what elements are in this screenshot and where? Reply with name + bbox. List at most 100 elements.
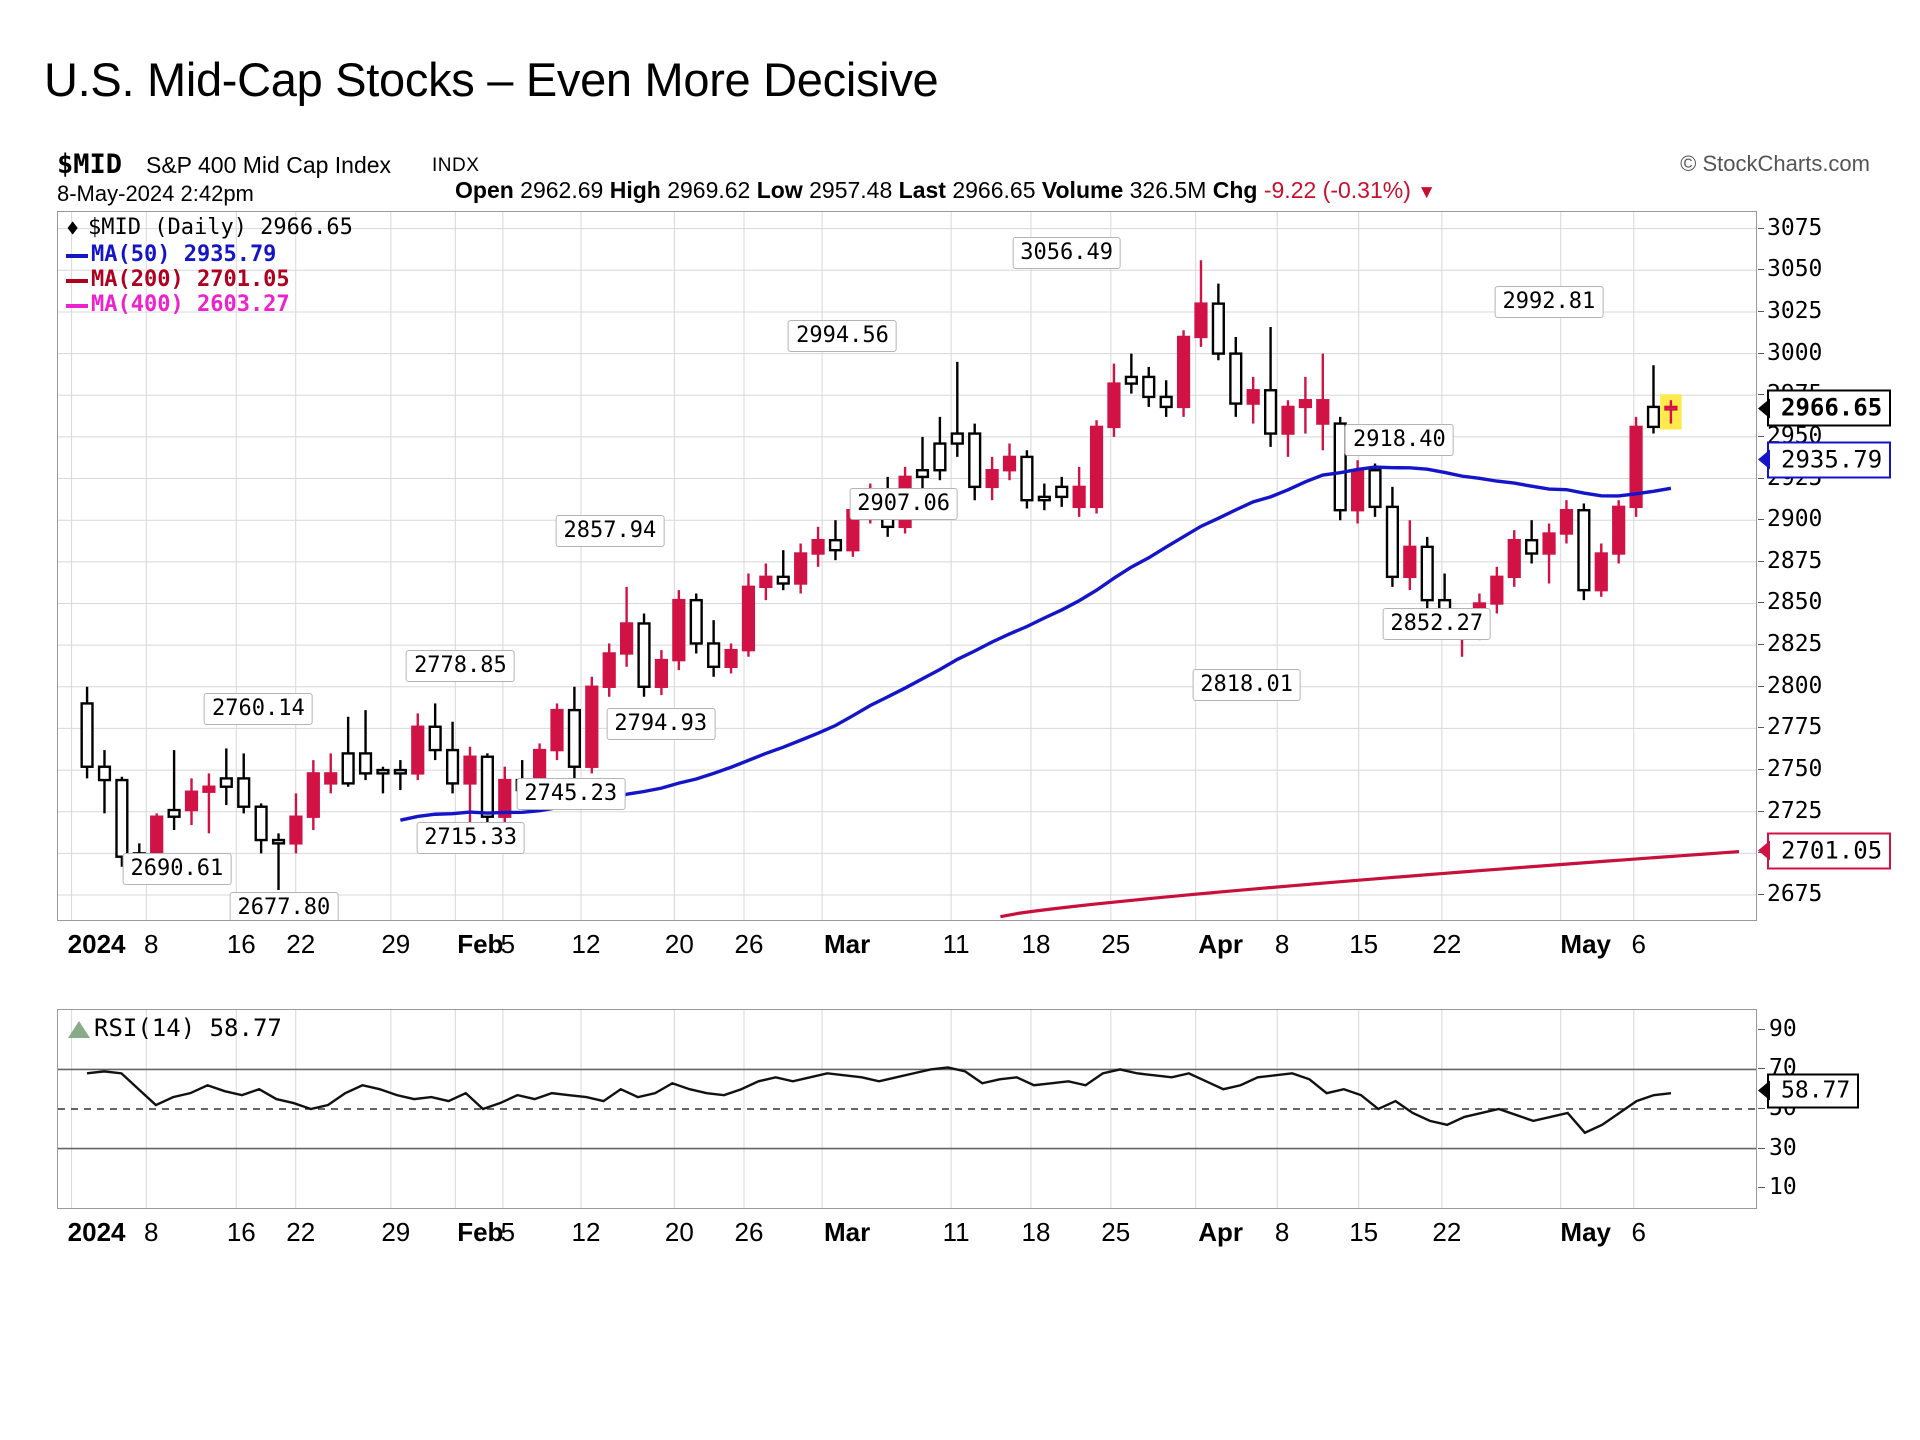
price-callout: 2778.85 xyxy=(406,649,515,682)
page-title: U.S. Mid-Cap Stocks – Even More Decisive xyxy=(44,53,939,106)
date-tick-price-22: 22 xyxy=(1432,929,1462,959)
date-tick-price-6: 6 xyxy=(1631,929,1646,959)
high-value: 2969.62 xyxy=(667,177,751,203)
price-callout: 2818.01 xyxy=(1192,668,1301,701)
date-axis-rsi: 2024 8 16 22 29 Feb 5 12 20 26 Mar 11 18 25 Apr 8 15 22 Ma… xyxy=(57,1217,1757,1261)
legend-ma50: MA(50) 2935.79 xyxy=(66,242,353,267)
badge-pointer-icon xyxy=(1758,1080,1770,1101)
price-callout: 2760.14 xyxy=(204,693,313,726)
rsi-tick-30: 30 xyxy=(1758,1134,1797,1161)
date-tick-price-Apr: Apr xyxy=(1198,929,1244,959)
date-tick-rsi-11: 11 xyxy=(942,1217,970,1247)
date-tick-price-12: 12 xyxy=(571,929,601,959)
price-tick-2875: 2875 xyxy=(1757,547,1823,574)
price-tick-2775: 2775 xyxy=(1757,714,1823,741)
price-axis: 3075305030253000297529502925290028752850… xyxy=(1757,211,1879,921)
price-tick-3050: 3050 xyxy=(1757,256,1823,283)
low-value: 2957.48 xyxy=(809,177,893,203)
price-tick-2825: 2825 xyxy=(1757,631,1823,658)
date-tick-price-18: 18 xyxy=(1021,929,1051,959)
date-tick-rsi-Apr: Apr xyxy=(1198,1217,1244,1247)
rsi-tick-90: 90 xyxy=(1758,1015,1797,1042)
ticker-name: S&P 400 Mid Cap Index xyxy=(146,152,392,178)
date-tick-rsi-18: 18 xyxy=(1021,1217,1051,1247)
last-value: 2966.65 xyxy=(952,177,1036,203)
date-tick-price-Mar: Mar xyxy=(823,929,871,959)
price-callout: 2994.56 xyxy=(788,319,897,352)
price-callout: 2690.61 xyxy=(122,852,232,885)
date-tick-price-25: 25 xyxy=(1101,929,1131,959)
date-tick-price-29: 29 xyxy=(381,929,411,959)
ma200-price-badge: 2701.05 xyxy=(1758,832,1892,870)
legend-ma400: MA(400) 2603.27 xyxy=(66,292,353,317)
date-tick-rsi-2024: 2024 xyxy=(67,1217,126,1247)
price-callout: 2992.81 xyxy=(1494,286,1604,319)
price-tick-3075: 3075 xyxy=(1757,214,1823,241)
price-tick-2800: 2800 xyxy=(1757,672,1823,699)
ma50-swatch-icon xyxy=(66,254,88,258)
rsi-axis: 9070503010 xyxy=(1758,1009,1879,1209)
stockcharts-brand: © StockCharts.com xyxy=(1680,151,1870,176)
price-tick-2850: 2850 xyxy=(1757,589,1823,616)
price-callout: 3056.49 xyxy=(1012,236,1121,269)
rsi-mountain-icon xyxy=(68,1021,90,1038)
date-tick-rsi-29: 29 xyxy=(381,1217,411,1247)
badge-pointer-icon xyxy=(1758,398,1770,419)
open-value: 2962.69 xyxy=(520,177,604,203)
price-callout: 2918.40 xyxy=(1345,424,1454,457)
date-tick-price-11: 11 xyxy=(942,929,970,959)
date-tick-rsi-6: 6 xyxy=(1631,1217,1646,1247)
price-callout: 2745.23 xyxy=(516,778,626,811)
price-tick-2900: 2900 xyxy=(1757,506,1823,533)
date-tick-rsi-Mar: Mar xyxy=(823,1217,871,1247)
price-legend: ♦ $MID (Daily) 2966.65 MA(50) 2935.79 MA(… xyxy=(66,215,353,317)
badge-pointer-icon xyxy=(1758,449,1770,470)
rsi-panel: RSI(14) 58.77 xyxy=(57,1009,1757,1209)
price-callout: 2857.94 xyxy=(555,515,665,548)
rsi-value-badge: 58.77 xyxy=(1758,1073,1860,1109)
legend-ma200: MA(200) 2701.05 xyxy=(66,267,353,292)
date-tick-price-8: 8 xyxy=(1274,929,1290,959)
date-tick-price-May: May xyxy=(1560,929,1612,959)
price-callout: 2907.06 xyxy=(849,488,958,521)
last-price-badge: 2966.65 xyxy=(1758,389,1892,427)
date-tick-rsi-16: 16 xyxy=(226,1217,256,1247)
rsi-tick-10: 10 xyxy=(1758,1174,1797,1201)
date-tick-rsi-8: 8 xyxy=(1274,1217,1290,1247)
date-tick-rsi-22: 22 xyxy=(1432,1217,1462,1247)
stock-chart: $MID S&P 400 Mid Cap Index INDX © StockC… xyxy=(45,143,1892,1303)
price-tick-2750: 2750 xyxy=(1757,756,1823,783)
candle-icon: ♦ xyxy=(66,217,80,242)
date-tick-price-16: 16 xyxy=(226,929,256,959)
change-down-caret-icon: ▼ xyxy=(1417,182,1437,203)
date-axis-price: 2024 8 16 22 29 Feb 5 12 20 26 Mar 11 18 25 Apr 8 15 22 Ma… xyxy=(57,929,1757,973)
date-tick-price-8: 8 xyxy=(144,929,159,959)
date-tick-rsi-15: 15 xyxy=(1349,1217,1379,1247)
date-tick-price-2024: 2024 xyxy=(67,929,126,959)
date-tick-rsi-22: 22 xyxy=(286,1217,316,1247)
legend-price: ♦ $MID (Daily) 2966.65 xyxy=(66,215,353,242)
change-label: Chg xyxy=(1212,177,1258,203)
last-label: Last xyxy=(898,177,946,203)
change-value: -9.22 (-0.31%) xyxy=(1263,177,1411,203)
ma400-swatch-icon xyxy=(66,304,88,308)
date-tick-price-Feb: Feb xyxy=(457,929,504,959)
rsi-plot xyxy=(58,1010,1756,1208)
ma50-price-badge: 2935.79 xyxy=(1758,441,1892,479)
price-tick-2725: 2725 xyxy=(1757,797,1823,824)
ma200-swatch-icon xyxy=(66,279,88,283)
date-tick-rsi-12: 12 xyxy=(571,1217,601,1247)
date-tick-price-22: 22 xyxy=(286,929,316,959)
ohlc-quote-bar: Open 2962.69 High 2969.62 Low 2957.48 La… xyxy=(455,177,1436,204)
ticker-symbol: $MID xyxy=(57,149,123,180)
date-tick-rsi-26: 26 xyxy=(734,1217,764,1247)
rsi-legend: RSI(14) 58.77 xyxy=(68,1014,282,1042)
date-tick-price-5: 5 xyxy=(500,929,516,959)
ticker-type: INDX xyxy=(432,155,480,176)
date-tick-rsi-8: 8 xyxy=(144,1217,159,1247)
date-tick-rsi-25: 25 xyxy=(1101,1217,1131,1247)
price-callout: 2677.80 xyxy=(229,891,339,920)
date-tick-rsi-5: 5 xyxy=(500,1217,516,1247)
open-label: Open xyxy=(455,177,514,203)
price-tick-2675: 2675 xyxy=(1757,881,1823,907)
